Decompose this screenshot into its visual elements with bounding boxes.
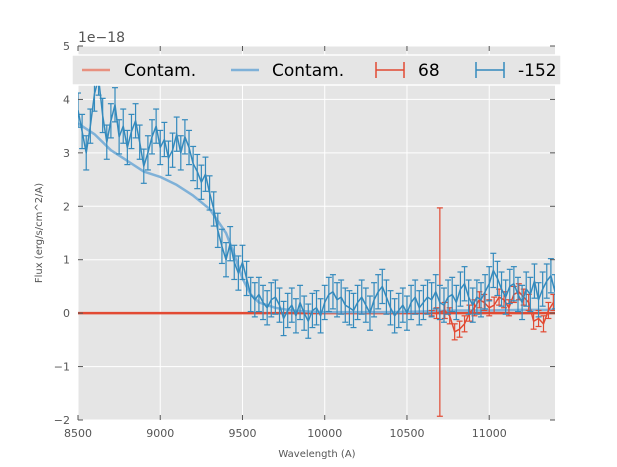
x-tick-labels: 8500 9000 9500 10000 10500 11000 [64, 427, 507, 440]
series-line-68 [431, 291, 554, 333]
y-tick-label: −1 [54, 361, 70, 374]
plot-series [78, 60, 555, 417]
y-axis-offset-text: 1e−18 [78, 30, 125, 46]
x-tick-label: 10000 [307, 427, 342, 440]
x-tick-label: 11000 [472, 427, 507, 440]
axis-ticks [77, 45, 555, 421]
legend-entry-contam-68: Contam. [82, 61, 196, 81]
y-tick-label: −2 [54, 414, 70, 427]
plot-area [78, 46, 555, 420]
legend-entry-minus-152: -152 [475, 61, 557, 81]
y-axis-label: Flux (erg/s/cm^2/A) [34, 183, 45, 283]
legend-entry-68: 68 [375, 61, 440, 81]
legend-label: 68 [418, 61, 440, 81]
y-tick-labels: −2 −1 0 1 2 3 4 5 [54, 40, 70, 427]
legend-label: Contam. [124, 61, 196, 81]
legend-entry-contam-152: Contam. [231, 61, 344, 81]
y-tick-label: 3 [63, 147, 70, 160]
x-tick-label: 8500 [64, 427, 92, 440]
y-tick-label: 5 [63, 40, 70, 53]
x-tick-label: 9500 [228, 427, 256, 440]
x-axis-label: Wavelength (A) [278, 449, 355, 460]
y-tick-label: 1 [63, 254, 70, 267]
x-tick-label: 9000 [146, 427, 174, 440]
x-tick-label: 10500 [389, 427, 424, 440]
legend: Contam. Contam. 68 -152 [71, 54, 562, 86]
y-tick-label: 0 [63, 307, 70, 320]
y-tick-label: 4 [63, 93, 70, 106]
legend-label: -152 [518, 61, 557, 81]
legend-label: Contam. [272, 61, 344, 81]
series-line-152 [78, 77, 555, 322]
y-tick-label: 2 [63, 200, 70, 213]
grid [77, 45, 555, 421]
